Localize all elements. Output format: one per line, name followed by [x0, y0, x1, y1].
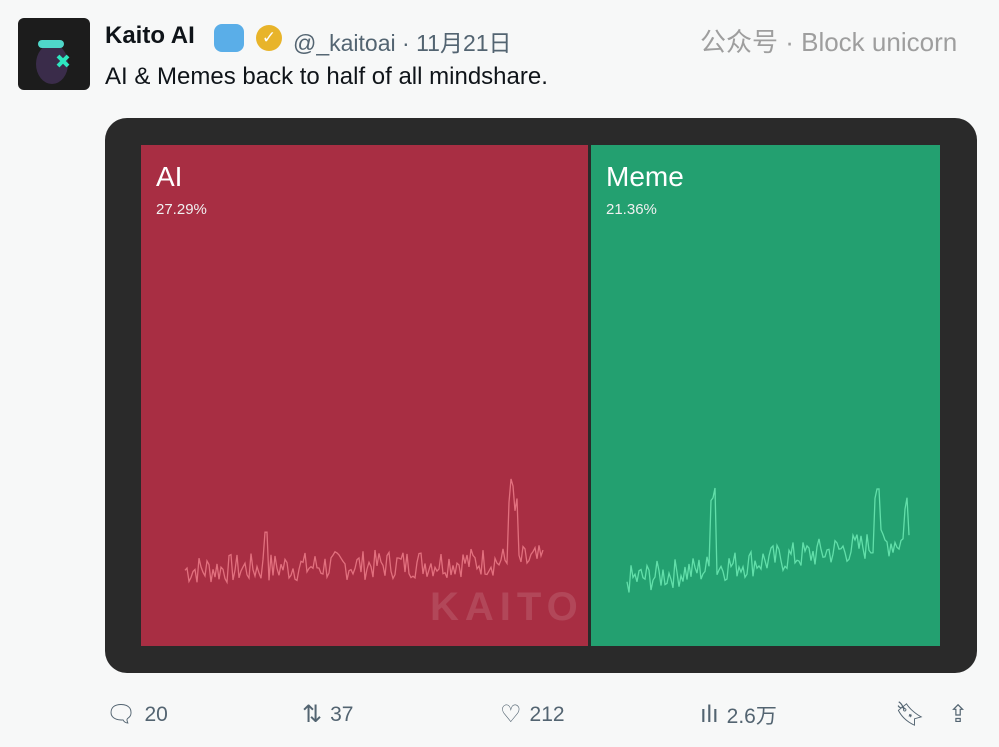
bookmark-icon: 🔖︎	[895, 701, 926, 728]
bookmark-button[interactable]: 🔖︎	[895, 700, 925, 729]
meme-sparkline	[626, 487, 910, 593]
wechat-watermark: 公众号 · Block unicorn	[700, 27, 958, 57]
views-icon: ılı	[700, 701, 719, 728]
verified-badge-icon: ✓	[256, 25, 282, 51]
tweet-text: AI & Memes back to half of all mindshare…	[105, 63, 548, 90]
kaito-watermark: KAITO	[430, 585, 584, 629]
heart-icon: ♡	[500, 701, 522, 728]
tweet-date[interactable]: 11月21日	[416, 30, 512, 56]
wave-icon	[214, 24, 244, 52]
reply-button[interactable]: 🗨 20	[106, 701, 168, 728]
tile-ai: AI 27.29%	[141, 145, 588, 646]
author-handle[interactable]: @_kaitoai	[293, 30, 396, 56]
like-button[interactable]: ♡ 212	[500, 701, 565, 728]
share-icon: ⇪	[948, 701, 969, 728]
author-name[interactable]: Kaito AI	[105, 22, 195, 49]
tile-meme: Meme 21.36%	[591, 145, 940, 646]
share-button[interactable]: ⇪	[948, 700, 968, 729]
ai-sparkline	[184, 478, 544, 585]
reply-icon: 🗨	[106, 701, 137, 728]
tile-percent: 27.29%	[156, 201, 207, 218]
tile-label: Meme	[606, 161, 684, 192]
tile-percent: 21.36%	[606, 201, 657, 218]
avatar[interactable]	[18, 18, 90, 90]
retweet-icon: ⇅	[302, 701, 323, 728]
views-button[interactable]: ılı 2.6万	[700, 701, 777, 728]
tile-label: AI	[156, 161, 183, 192]
retweet-button[interactable]: ⇅ 37	[302, 701, 354, 728]
